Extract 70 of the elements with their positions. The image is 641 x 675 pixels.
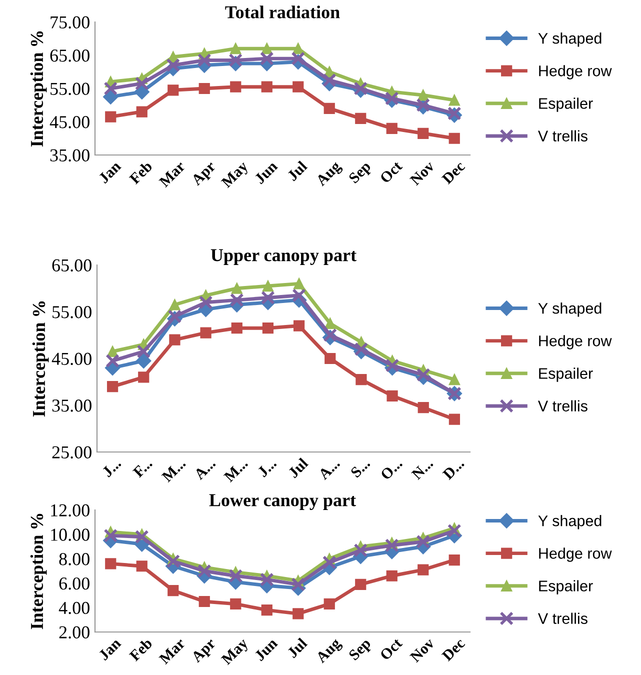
x-tick-label: A... xyxy=(318,458,340,480)
x-tick-label: Jan xyxy=(98,637,122,661)
x-tick-label: Oct xyxy=(379,637,403,661)
legend-label: Espailer xyxy=(539,98,593,112)
legend-label: V trellis xyxy=(538,130,588,142)
x-tick-label: M... xyxy=(223,458,248,483)
legend-label: V trellis xyxy=(538,612,588,624)
x-tick-label: Apr xyxy=(190,160,218,188)
y-tick-label: 65.00 xyxy=(50,50,90,62)
x-tick-label: Aug xyxy=(315,160,344,189)
y-tick-label: 75.00 xyxy=(50,16,90,29)
x-tick-label: Dec xyxy=(441,160,466,185)
x-tick-label: D... xyxy=(442,458,465,480)
legend-label: Y shaped xyxy=(538,515,602,530)
legend-label: Hedge row xyxy=(539,548,612,562)
legend-label: Espailer xyxy=(539,580,593,594)
x-tick-label: Feb xyxy=(128,637,153,662)
y-axis-title: Interception % xyxy=(30,31,47,147)
y-tick-label: 35.00 xyxy=(52,400,92,412)
chart-title: Upper canopy part xyxy=(210,249,356,265)
x-tick-label: Jul xyxy=(287,457,309,478)
y-tick-label: 25.00 xyxy=(52,446,92,459)
x-tick-label: Jan xyxy=(98,160,122,184)
x-tick-label: Jul xyxy=(286,160,308,182)
x-tick-label: Jun xyxy=(254,637,278,662)
x-tick-label: M... xyxy=(161,458,186,483)
legend-label: V trellis xyxy=(538,400,588,412)
x-tick-label: Nov xyxy=(410,637,436,663)
x-tick-label: J... xyxy=(257,458,277,478)
x-tick-label: Oct xyxy=(379,160,403,184)
y-axis-title: Interception % xyxy=(30,514,47,630)
x-tick-label: May xyxy=(220,160,251,190)
y-tick-label: 6.00 xyxy=(59,577,90,590)
y-tick-label: 4.00 xyxy=(58,602,90,614)
x-tick-label: Mar xyxy=(158,160,186,188)
y-tick-label: 35.00 xyxy=(50,149,90,162)
legend-label: Hedge row xyxy=(539,335,612,350)
chart-title: Lower canopy part xyxy=(209,494,356,510)
y-tick-label: 45.00 xyxy=(52,352,92,366)
legend-label: Y shaped xyxy=(538,32,602,47)
legend-label: Hedge row xyxy=(539,65,612,80)
x-tick-label: Apr xyxy=(190,637,218,666)
y-tick-label: 12.00 xyxy=(51,504,90,517)
x-tick-label: Feb xyxy=(128,160,153,185)
legend-label: Espailer xyxy=(539,368,593,382)
y-tick-label: 65.00 xyxy=(52,259,92,272)
x-tick-label: J... xyxy=(102,458,122,478)
x-tick-label: F... xyxy=(132,458,153,478)
x-tick-label: Sep xyxy=(348,160,374,186)
y-tick-label: 55.00 xyxy=(50,82,90,96)
y-tick-label: 8.00 xyxy=(59,553,90,566)
legend-label: Y shaped xyxy=(538,302,602,317)
x-tick-label: S... xyxy=(350,458,371,478)
x-tick-label: A... xyxy=(193,458,216,480)
y-tick-label: 55.00 xyxy=(52,306,92,318)
y-tick-label: 45.00 xyxy=(50,116,90,128)
y-tick-label: 10.00 xyxy=(51,528,90,541)
x-tick-label: Mar xyxy=(158,638,186,665)
x-tick-label: Jul xyxy=(286,637,308,658)
x-tick-label: O... xyxy=(380,458,403,480)
y-tick-label: 2.00 xyxy=(59,626,90,639)
chart-title: Total radiation xyxy=(225,6,340,18)
x-tick-label: Jun xyxy=(254,160,278,184)
x-tick-label: Dec xyxy=(441,638,466,662)
x-tick-label: May xyxy=(220,637,251,668)
y-axis-title: Interception % xyxy=(32,301,49,417)
x-tick-label: Sep xyxy=(348,638,374,663)
x-tick-label: N... xyxy=(411,458,434,480)
x-tick-label: Nov xyxy=(410,160,436,186)
x-tick-label: Aug xyxy=(315,637,344,666)
